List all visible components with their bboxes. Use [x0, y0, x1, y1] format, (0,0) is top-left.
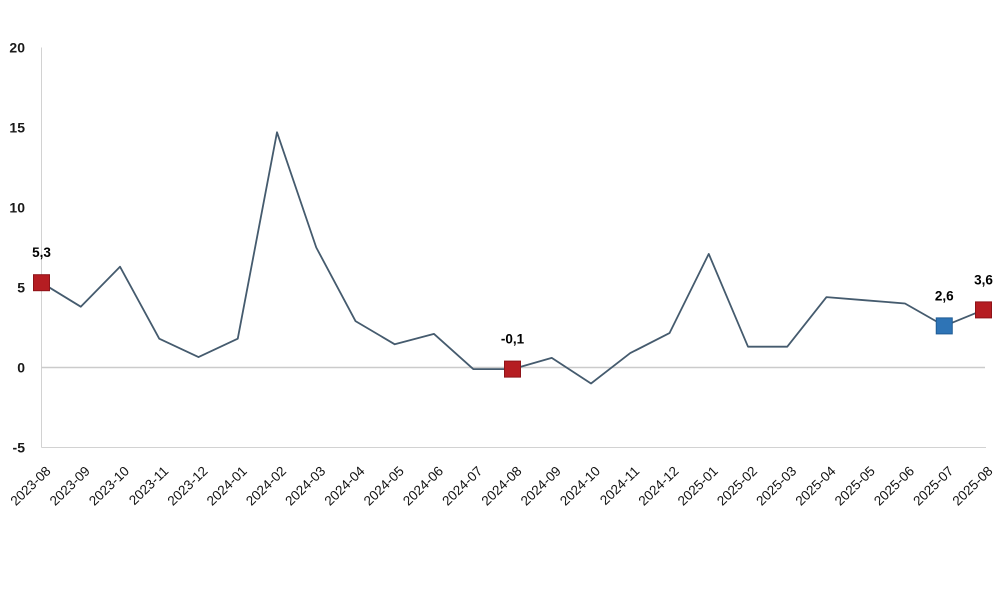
svg-text:20: 20 — [9, 40, 25, 56]
svg-text:10: 10 — [9, 200, 25, 216]
svg-text:3,6: 3,6 — [974, 272, 993, 287]
svg-text:15: 15 — [9, 120, 25, 136]
svg-text:0: 0 — [17, 360, 25, 376]
svg-text:2,6: 2,6 — [935, 288, 954, 303]
svg-text:-5: -5 — [13, 440, 26, 456]
svg-text:-0,1: -0,1 — [501, 332, 525, 347]
svg-text:5,3: 5,3 — [32, 245, 51, 260]
svg-text:5: 5 — [17, 280, 25, 296]
